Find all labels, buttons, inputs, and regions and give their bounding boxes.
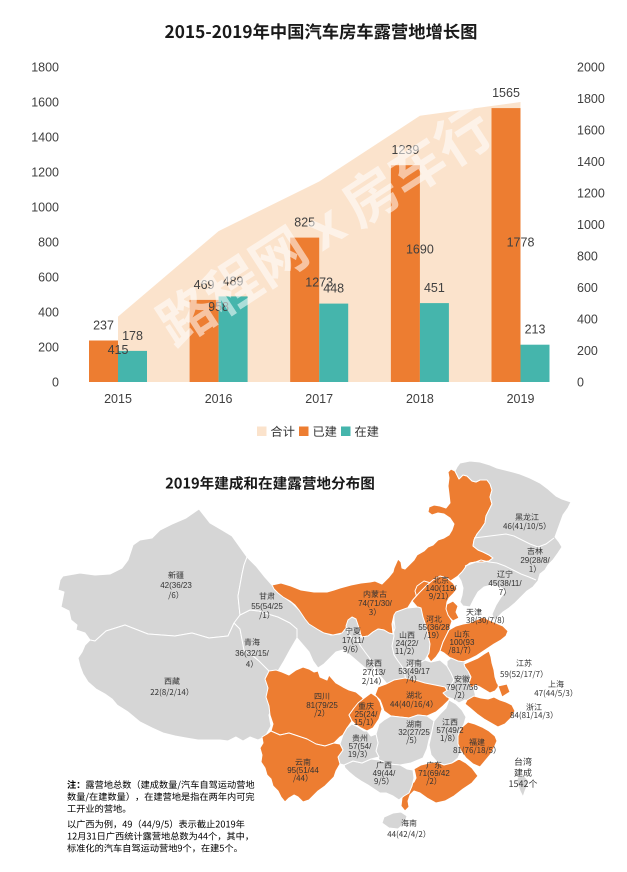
svg-text:71(69/42: 71(69/42 bbox=[418, 769, 450, 778]
svg-text:800: 800 bbox=[577, 250, 598, 264]
svg-text:213: 213 bbox=[525, 323, 546, 337]
svg-text:600: 600 bbox=[577, 281, 598, 295]
svg-text:415: 415 bbox=[108, 343, 129, 357]
svg-text:55(36/28: 55(36/28 bbox=[418, 623, 450, 632]
svg-text:2016: 2016 bbox=[205, 392, 233, 406]
svg-text:55(54/25: 55(54/25 bbox=[251, 602, 283, 611]
svg-text:24(22/: 24(22/ bbox=[396, 639, 419, 648]
svg-text:2000: 2000 bbox=[577, 61, 605, 75]
svg-text:600: 600 bbox=[38, 271, 59, 285]
svg-text:79(77/56: 79(77/56 bbox=[446, 683, 478, 692]
svg-text:1200: 1200 bbox=[577, 187, 605, 201]
svg-text:74(71/30/: 74(71/30/ bbox=[358, 599, 393, 608]
svg-text:448: 448 bbox=[323, 282, 344, 296]
svg-text:800: 800 bbox=[38, 236, 59, 250]
svg-text:53(49/17: 53(49/17 bbox=[398, 667, 430, 676]
svg-text:1200: 1200 bbox=[31, 166, 59, 180]
svg-text:1800: 1800 bbox=[31, 61, 59, 75]
svg-text:1000: 1000 bbox=[31, 201, 59, 215]
svg-text:1565: 1565 bbox=[492, 86, 520, 100]
svg-text:32(27/25: 32(27/25 bbox=[398, 728, 430, 737]
svg-text:17(11/: 17(11/ bbox=[342, 636, 365, 645]
svg-text:1800: 1800 bbox=[577, 92, 605, 106]
svg-text:200: 200 bbox=[577, 344, 598, 358]
svg-text:237: 237 bbox=[93, 319, 114, 333]
svg-text:57(54/: 57(54/ bbox=[349, 742, 372, 751]
svg-text:200: 200 bbox=[38, 341, 59, 355]
svg-text:49(44/: 49(44/ bbox=[373, 769, 396, 778]
svg-text:400: 400 bbox=[38, 306, 59, 320]
svg-text:45(38/11/: 45(38/11/ bbox=[488, 579, 522, 588]
svg-text:1273: 1273 bbox=[305, 275, 333, 289]
svg-text:1600: 1600 bbox=[577, 124, 605, 138]
svg-text:27(13/: 27(13/ bbox=[363, 668, 386, 677]
svg-text:0: 0 bbox=[577, 376, 584, 390]
svg-text:1400: 1400 bbox=[577, 155, 605, 169]
svg-text:2015: 2015 bbox=[104, 392, 132, 406]
svg-text:100(93: 100(93 bbox=[450, 638, 475, 647]
svg-text:81(79/25: 81(79/25 bbox=[306, 701, 338, 710]
svg-text:2018: 2018 bbox=[406, 392, 434, 406]
svg-text:2017: 2017 bbox=[305, 392, 333, 406]
svg-text:451: 451 bbox=[424, 281, 445, 295]
svg-text:29(28/8/: 29(28/8/ bbox=[520, 556, 550, 565]
svg-text:1778: 1778 bbox=[507, 235, 535, 249]
svg-text:400: 400 bbox=[577, 313, 598, 327]
svg-text:57(49/2: 57(49/2 bbox=[436, 726, 464, 735]
svg-text:36(32/15/: 36(32/15/ bbox=[235, 649, 270, 658]
svg-text:2019: 2019 bbox=[507, 392, 535, 406]
svg-text:1600: 1600 bbox=[31, 96, 59, 110]
svg-text:178: 178 bbox=[122, 329, 143, 343]
svg-text:1690: 1690 bbox=[406, 242, 434, 256]
svg-text:1400: 1400 bbox=[31, 131, 59, 145]
svg-text:0: 0 bbox=[52, 376, 59, 390]
svg-text:1000: 1000 bbox=[577, 218, 605, 232]
svg-text:95(51/44: 95(51/44 bbox=[287, 766, 319, 775]
svg-text:25(24/: 25(24/ bbox=[355, 710, 378, 719]
svg-text:42(36/23: 42(36/23 bbox=[160, 581, 192, 590]
svg-text:140(119/: 140(119/ bbox=[426, 584, 458, 593]
